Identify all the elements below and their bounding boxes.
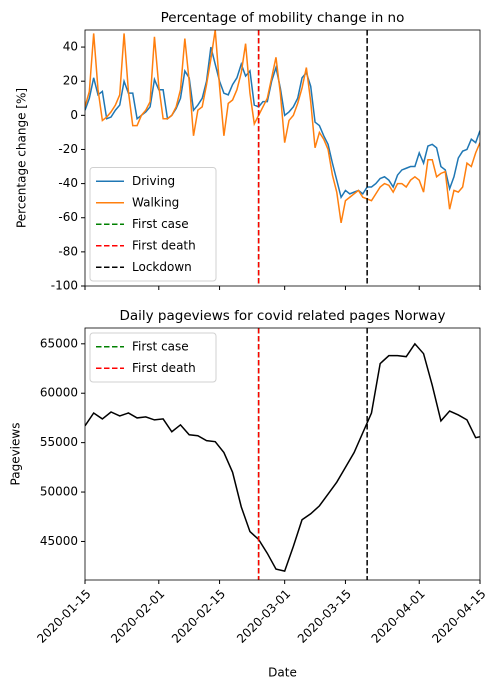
x-tick-label: 2020-04-01 [369,587,428,646]
x-tick-label: 2020-04-15 [429,587,488,646]
y-tick-label: -60 [58,210,78,224]
legend-box [89,332,217,383]
subplot: Daily pageviews for covid related pages … [9,308,489,680]
y-tick-label: 45000 [40,534,78,548]
subplot-title: Percentage of mobility change in no [161,10,405,26]
x-tick-label: 2020-02-01 [108,587,167,646]
y-tick-label: -100 [51,279,78,293]
legend-label: Walking [132,195,179,209]
y-axis-label: Percentage change [%] [15,88,29,228]
y-tick-label: -80 [58,244,78,258]
subplot: Percentage of mobility change in no Perce… [15,10,481,293]
y-tick-label: 20 [63,74,78,88]
plot-frame [84,29,481,287]
legend-label: First death [132,238,196,252]
data-line [85,30,480,223]
legend-box [89,167,217,282]
y-tick-label: 55000 [40,435,78,449]
y-tick-label: 0 [70,108,78,122]
plot-frame [84,327,481,581]
legend: Driving Walking First case First death Lockd… [89,167,217,282]
y-axis-label: Pageviews [9,423,23,486]
y-tick-label: -20 [58,142,78,156]
x-tick-label: 2020-03-15 [295,587,354,646]
y-tick-label: 40 [63,40,78,54]
y-tick-label: 65000 [40,336,78,350]
legend-label: First death [132,361,196,375]
x-axis-label: Date [268,666,297,680]
legend: First case First death [89,332,217,383]
legend-label: Driving [132,174,175,188]
legend-label: First case [132,339,189,353]
legend-label: Lockdown [132,260,192,274]
x-tick-label: 2020-01-15 [34,587,93,646]
y-tick-label: 60000 [40,386,78,400]
y-tick-label: 50000 [40,485,78,499]
subplot-title: Daily pageviews for covid related pages … [119,308,445,324]
x-tick-label: 2020-02-15 [169,587,228,646]
data-line [85,46,480,200]
y-tick-label: -40 [58,176,78,190]
data-line [85,342,480,572]
legend-label: First case [132,217,189,231]
x-tick-label: 2020-03-01 [234,587,293,646]
